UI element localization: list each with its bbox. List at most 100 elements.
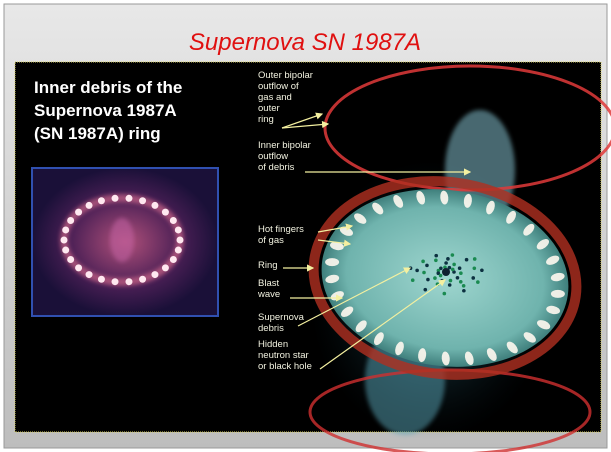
debris-dot: [458, 279, 463, 284]
debris-dot: [439, 266, 443, 271]
label-line: Ring: [258, 260, 278, 271]
debris-dot: [423, 287, 428, 292]
debris-dot: [433, 276, 437, 280]
ring-spot: [161, 208, 169, 216]
debris-dot: [462, 288, 466, 293]
hot-finger: [325, 258, 340, 267]
debris-dot: [472, 257, 477, 261]
hot-finger: [537, 320, 551, 330]
debris-dot: [452, 262, 456, 267]
hot-finger: [329, 241, 344, 251]
hot-finger: [486, 200, 495, 215]
label-line: Hot fingers: [258, 224, 304, 235]
debris-dot: [436, 271, 441, 276]
debris-dot: [461, 284, 466, 288]
hot-finger: [325, 274, 340, 284]
hot-finger: [523, 332, 536, 343]
label-line: of gas: [258, 235, 284, 246]
debris-dot: [447, 265, 452, 270]
debris-dot: [472, 266, 477, 271]
ring-spots: [60, 194, 184, 286]
arrow: [281, 112, 324, 129]
ring-spot: [67, 216, 75, 224]
ring-spot: [111, 278, 119, 286]
debris-dot: [455, 276, 460, 280]
arrow: [281, 120, 330, 129]
debris-dot: [471, 276, 476, 280]
hot-finger: [372, 202, 384, 215]
hot-finger: [550, 289, 565, 298]
ring-spot: [85, 271, 93, 279]
hot-finger: [393, 195, 404, 208]
debris-dot: [448, 278, 453, 283]
arrow: [317, 223, 354, 233]
label-line: ring: [258, 114, 274, 125]
debris-dot: [421, 259, 425, 264]
debris-dot: [457, 266, 462, 271]
debris-dot: [480, 268, 484, 273]
ring-spot: [75, 264, 83, 272]
label-line: Blast: [258, 278, 279, 289]
label-line: wave: [257, 289, 280, 300]
debris-dot: [459, 271, 463, 276]
label-line: Hidden: [258, 339, 288, 350]
label-line: neutron star: [258, 350, 309, 361]
hot-finger: [373, 332, 384, 346]
label-line: gas and: [258, 92, 292, 103]
label-line: or black hole: [258, 361, 312, 372]
hot-finger: [340, 306, 354, 317]
slide-title: Supernova SN 1987A: [189, 29, 421, 56]
hot-finger: [546, 255, 560, 265]
debris-dot: [436, 268, 441, 273]
ring-spot: [60, 236, 68, 244]
ring-spot: [161, 264, 169, 272]
ring-spot: [151, 271, 159, 279]
hot-finger: [418, 348, 427, 363]
debris-dot: [450, 267, 455, 272]
ring-spot: [111, 194, 119, 202]
debris-dot: [425, 263, 429, 268]
heading-line: (SN 1987A) ring: [34, 124, 161, 143]
ring-spot: [169, 216, 177, 224]
label-line: Outer bipolar: [258, 70, 313, 81]
arrow: [297, 267, 412, 327]
arrow: [317, 239, 352, 247]
ring-spot: [97, 275, 105, 283]
ring-spot: [75, 208, 83, 216]
heading-line: Inner debris of the: [34, 78, 182, 97]
hot-finger: [464, 351, 474, 366]
debris-dot: [434, 253, 439, 258]
debris-dot: [446, 257, 450, 261]
arrow: [319, 279, 446, 370]
debris-dot: [426, 277, 430, 282]
label-line: outflow: [258, 151, 288, 162]
ring-spot: [176, 236, 184, 244]
hot-finger: [546, 305, 561, 315]
hot-finger: [395, 341, 404, 356]
label-line: Supernova: [258, 312, 305, 323]
label-line: debris: [258, 323, 284, 334]
heading-line: Supernova 1987A: [34, 101, 177, 120]
debris-dot: [434, 258, 438, 263]
ring-spot: [139, 275, 147, 283]
debris-dot: [442, 291, 447, 296]
hot-finger: [354, 213, 367, 224]
hot-finger: [463, 193, 472, 208]
hot-finger: [506, 210, 517, 224]
heading: Inner debris of the Supernova 1987A (SN …: [34, 78, 182, 143]
debris-dot: [450, 253, 455, 257]
arrows: [281, 112, 472, 370]
debris-dot: [410, 278, 415, 283]
debris-dot: [444, 261, 448, 265]
ring-spot: [125, 278, 133, 286]
label-line: outflow of: [258, 81, 299, 92]
hot-finger: [440, 190, 449, 205]
ring-spot: [62, 246, 70, 254]
ring-spot: [169, 256, 177, 264]
debris-dot: [476, 280, 480, 284]
debris-dot: [415, 268, 419, 273]
ring-spot: [151, 201, 159, 209]
ring-spot: [85, 201, 93, 209]
